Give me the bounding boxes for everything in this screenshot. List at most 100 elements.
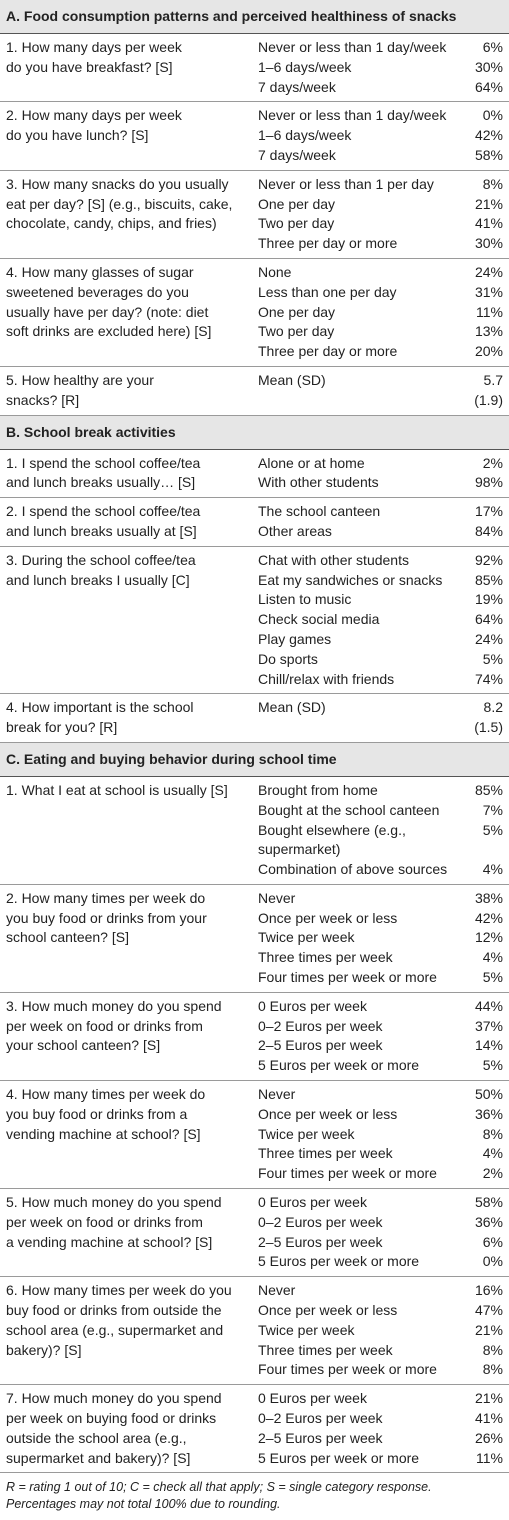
option: Two per day 13% — [258, 322, 509, 342]
table-row: 4. How important is the school break for … — [0, 694, 509, 743]
option-label: Once per week or less — [258, 909, 397, 929]
option-value: 2% — [482, 1165, 503, 1182]
option-label: 5 Euros per week or more — [258, 1056, 419, 1076]
option-value: 5% — [482, 1057, 503, 1074]
question: 4. How many times per week do you buy foo… — [0, 1085, 258, 1184]
option-label: 7 days/week — [258, 78, 336, 98]
option-value: 14% — [474, 1037, 503, 1054]
option-label: Chat with other students — [258, 551, 409, 571]
question: 5. How healthy are your snacks? [R] — [0, 371, 258, 411]
option: Once per week or less 42% — [258, 909, 509, 929]
option-value: 8% — [482, 1341, 503, 1358]
question-line: school area (e.g., supermarket and — [6, 1321, 224, 1338]
option-label: Alone or at home — [258, 454, 365, 474]
table-row: 1. What I eat at school is usually [S] Br… — [0, 777, 509, 885]
table-row: 5. How much money do you spend per week o… — [0, 1189, 509, 1278]
question-line: 5. How healthy are your — [6, 371, 154, 388]
options: The school canteen 17% Other areas 84% — [258, 502, 509, 542]
option-value: 5% — [482, 650, 503, 667]
option: Twice per week 12% — [258, 928, 509, 948]
option-value: 0% — [482, 1253, 503, 1270]
option: Listen to music 19% — [258, 590, 509, 610]
option-label: Bought at the school canteen — [258, 801, 439, 821]
option-label-line: Never — [258, 1086, 296, 1103]
question-line: 3. During the school coffee/tea — [6, 551, 196, 568]
options: Never or less than 1 per day 8% One per da… — [258, 175, 509, 254]
option: One per day 11% — [258, 303, 509, 323]
question-line: outside the school area (e.g., — [6, 1429, 187, 1446]
option: 0–2 Euros per week 41% — [258, 1409, 509, 1429]
option: Combination of above sources 4% — [258, 860, 509, 880]
option: 2–5 Euros per week 14% — [258, 1036, 509, 1056]
option-label: Play games — [258, 630, 331, 650]
option-value: 92% — [474, 551, 503, 568]
option: Two per day 41% — [258, 214, 509, 234]
option-label-line: Twice per week — [258, 1321, 355, 1338]
question-line: soft drinks are excluded here) [S] — [6, 323, 212, 340]
option-label-line: One per day — [258, 303, 336, 320]
question: 2. How many times per week do you buy foo… — [0, 889, 258, 988]
option-label-line: Play games — [258, 630, 332, 647]
options: Never 50% Once per week or less 36% Twice pe… — [258, 1085, 509, 1184]
option-value: 7% — [482, 801, 503, 818]
option-label: Brought from home — [258, 781, 378, 801]
option-label-line: Never or less than 1 day/week — [258, 39, 447, 55]
option-label: 0–2 Euros per week — [258, 1017, 383, 1037]
option-label-line: Three times per week — [258, 1341, 393, 1358]
footnote-line: Percentages may not total 100% due to ro… — [6, 1497, 281, 1512]
option-value: 85% — [474, 781, 503, 798]
option: Chat with other students 92% — [258, 551, 509, 571]
option: 0 Euros per week 21% — [258, 1389, 509, 1409]
option-label-line: 7 days/week — [258, 78, 336, 95]
option-value: 4% — [482, 1145, 503, 1162]
question-line: per week on buying food or drinks — [6, 1410, 217, 1427]
option-value: 4% — [482, 861, 503, 878]
option-value: 58% — [474, 146, 503, 163]
option-label: Four times per week or more — [258, 1360, 437, 1380]
question: 7. How much money do you spend per week o… — [0, 1389, 258, 1468]
option: Other areas 84% — [258, 522, 509, 542]
options: Mean (SD) 8.2 (1.5) — [258, 698, 509, 738]
option: One per day 21% — [258, 195, 509, 215]
option: 0 Euros per week 44% — [258, 997, 509, 1017]
option-label-line: Brought from home — [258, 781, 378, 798]
option-label-line: Chill/relax with friends — [258, 670, 395, 687]
option-label: Eat my sandwiches or snacks — [258, 571, 442, 591]
option-label-line: Two per day — [258, 215, 335, 232]
table-row: 7. How much money do you spend per week o… — [0, 1385, 509, 1474]
question-line: 2. How many times per week do — [6, 889, 206, 906]
option-label-line: Chat with other students — [258, 551, 409, 568]
option-label: None — [258, 263, 291, 283]
question-line: do you have breakfast? [S] — [6, 58, 173, 75]
option-value: 20% — [474, 343, 503, 360]
option-label: 2–5 Euros per week — [258, 1036, 383, 1056]
options: None 24% Less than one per day 31% One per d… — [258, 263, 509, 362]
question: 2. I spend the school coffee/tea and lunc… — [0, 502, 258, 542]
option-value: 8% — [482, 175, 503, 192]
option: 1–6 days/week 42% — [258, 126, 509, 146]
option-label-line: Never — [258, 1282, 296, 1299]
question-line: usually have per day? (note: diet — [6, 303, 209, 320]
option-label-line: Bought at the school canteen — [258, 801, 440, 818]
option-label-line: Once per week or less — [258, 1302, 398, 1319]
question: 3. How much money do you spend per week o… — [0, 997, 258, 1076]
table-row: 2. How many times per week do you buy foo… — [0, 885, 509, 993]
option: 7 days/week 58% — [258, 146, 509, 166]
table-row: 4. How many times per week do you buy foo… — [0, 1081, 509, 1190]
options: Alone or at home 2% With other students 98% — [258, 454, 509, 494]
option-value: 64% — [474, 611, 503, 628]
question: 6. How many times per week do you buy foo… — [0, 1281, 258, 1380]
option: Three times per week 4% — [258, 1144, 509, 1164]
question-line: 1. I spend the school coffee/tea — [6, 454, 201, 471]
option-value: 4% — [482, 949, 503, 966]
option-label-line: Never or less than 1 per day — [258, 175, 434, 192]
option-value: 16% — [474, 1282, 503, 1299]
option-label-line: Listen to music — [258, 591, 352, 608]
option: Four times per week or more 8% — [258, 1360, 509, 1380]
option-label-line: Three times per week — [258, 949, 393, 966]
option-label-line: Three times per week — [258, 1145, 393, 1162]
option: 0–2 Euros per week 37% — [258, 1017, 509, 1037]
option: Bought at the school canteen 7% — [258, 801, 509, 821]
option-value: 30% — [474, 58, 503, 75]
